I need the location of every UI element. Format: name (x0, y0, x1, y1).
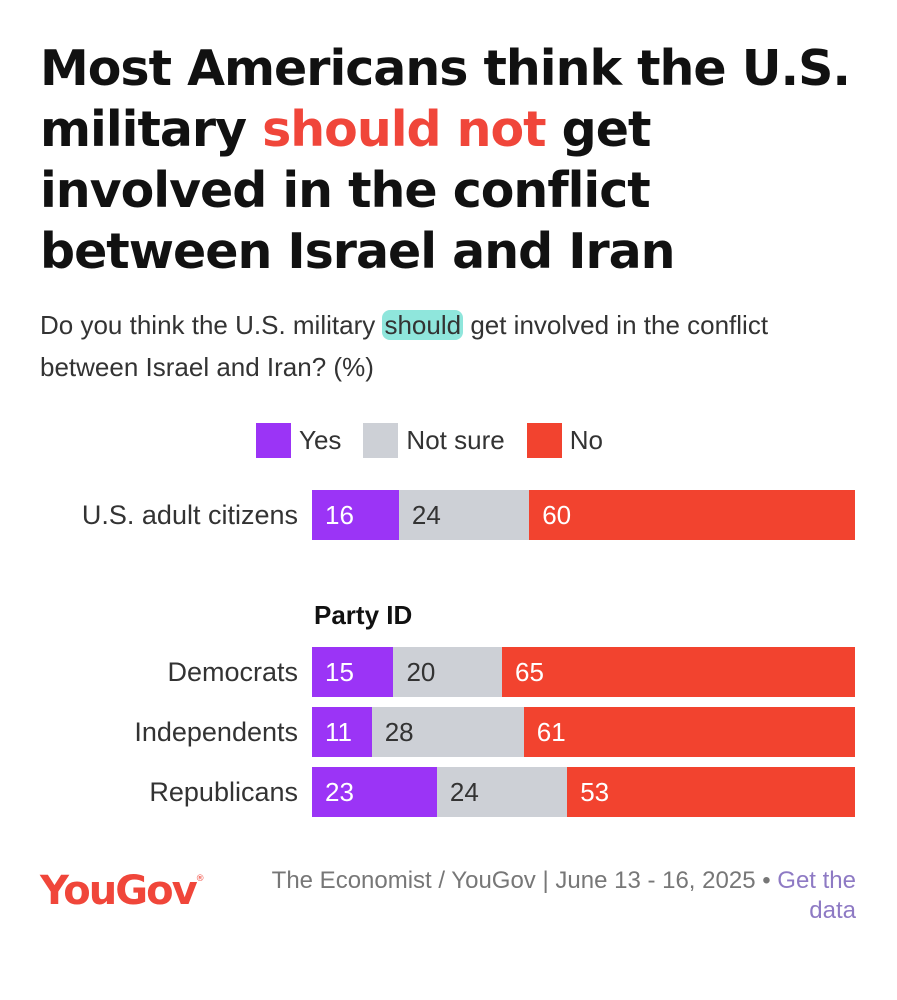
bar-segment-not-sure: 28 (371, 707, 524, 757)
yougov-logo: YouGov® (40, 868, 205, 914)
legend: Yes Not sure No (256, 420, 625, 460)
title-part-1: Most Americans think the U.S. military (40, 40, 851, 158)
data-label-no: 65 (515, 656, 544, 687)
legend-swatch-no (526, 422, 562, 458)
bar-segment-no: 65 (502, 647, 855, 697)
data-label-no: 60 (542, 499, 572, 530)
logo-text: YouGov (40, 868, 198, 914)
bar-segment-not-sure: 20 (393, 647, 503, 697)
bar-segment-not-sure: 24 (398, 490, 530, 540)
legend-label-not-sure: Not sure (406, 424, 505, 455)
title-part-3: get involved in the conflict between Isr… (40, 101, 676, 280)
source-text: The Economist / YouGov | June 13 - 16, 2… (271, 867, 778, 894)
bar-us-adults: 16 24 60 (312, 490, 855, 540)
row-label-democrats: Democrats (167, 657, 298, 687)
row-label-independents: Independents (134, 717, 298, 747)
group-label-party-id: Party ID (314, 600, 413, 630)
legend-item-yes: Yes (256, 422, 342, 458)
legend-swatch-yes (256, 422, 291, 458)
legend-item-not-sure: Not sure (363, 422, 505, 458)
chart-title: Most Americans think the U.S. military s… (40, 38, 870, 282)
bar-democrats: 15 20 65 (312, 647, 855, 697)
data-label-not-sure: 24 (411, 499, 441, 530)
data-label-no: 53 (580, 776, 610, 807)
subtitle-part-1: Do you think the U.S. military (40, 310, 383, 340)
legend-label-no: No (569, 424, 603, 455)
bar-segment-no: 53 (567, 767, 855, 817)
row-label-us-adults: U.S. adult citizens (81, 500, 298, 530)
data-label-yes: 16 (325, 499, 354, 530)
bar-segment-no: 61 (523, 707, 855, 757)
legend-item-no: No (526, 422, 603, 458)
bar-segment-not-sure: 24 (436, 767, 568, 817)
bar-segment-yes: 16 (312, 490, 399, 540)
bar-segment-yes: 15 (312, 647, 394, 697)
chart-subtitle: Do you think the U.S. military should ge… (40, 304, 860, 388)
source-note: The Economist / YouGov | June 13 - 16, 2… (220, 866, 856, 926)
data-label-not-sure: 24 (449, 776, 479, 807)
subtitle-part-3: get involved in the conflict between Isr… (40, 310, 769, 382)
subtitle-highlight: should (382, 310, 464, 340)
data-label-yes: 15 (325, 656, 354, 687)
data-label-yes: 23 (325, 776, 354, 807)
row-label-republicans: Republicans (149, 777, 298, 807)
bar-independents: 11 28 61 (312, 707, 855, 757)
bar-segment-yes: 11 (312, 707, 372, 757)
data-label-not-sure: 28 (384, 716, 414, 747)
bar-republicans: 23 24 53 (312, 767, 855, 817)
get-the-data-link[interactable]: Get the data (777, 867, 856, 924)
data-label-no: 61 (536, 716, 566, 747)
title-highlight: should not (262, 101, 546, 158)
legend-swatch-not-sure (363, 422, 399, 458)
data-label-yes: 11 (325, 716, 352, 747)
bar-segment-yes: 23 (312, 767, 437, 817)
data-label-not-sure: 20 (406, 656, 436, 687)
legend-label-yes: Yes (299, 424, 342, 455)
logo-registered-mark: ® (195, 874, 205, 884)
bar-segment-no: 60 (529, 490, 855, 540)
